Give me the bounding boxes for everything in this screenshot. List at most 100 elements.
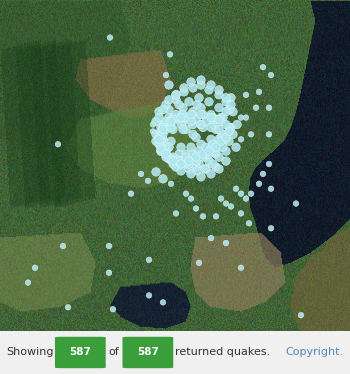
Point (200, 111, 206, 117)
Point (200, 125, 206, 131)
Point (226, 128, 232, 134)
Point (216, 105, 222, 111)
Point (55, 141, 61, 147)
Point (293, 200, 299, 206)
Point (200, 151, 206, 157)
Point (268, 72, 274, 78)
Point (173, 211, 179, 217)
Point (178, 168, 184, 174)
Point (170, 154, 176, 160)
Point (198, 122, 204, 128)
Point (160, 136, 166, 142)
Point (160, 125, 166, 131)
Point (188, 171, 194, 177)
Point (243, 114, 249, 120)
Point (248, 131, 254, 137)
Point (183, 126, 189, 132)
Point (156, 139, 162, 145)
Point (188, 111, 194, 117)
Point (163, 151, 169, 157)
Point (25, 280, 31, 286)
Point (188, 119, 194, 125)
Point (193, 164, 199, 170)
Point (153, 169, 159, 175)
Point (180, 126, 186, 132)
Point (268, 186, 274, 192)
Point (160, 107, 166, 113)
Point (223, 240, 229, 246)
Point (226, 107, 232, 113)
Point (32, 265, 38, 271)
Point (213, 117, 219, 123)
Point (190, 131, 196, 137)
Point (193, 117, 199, 123)
Point (170, 158, 176, 164)
Point (160, 176, 166, 182)
Point (223, 158, 229, 164)
Point (198, 174, 204, 180)
Point (190, 109, 196, 115)
Point (166, 107, 172, 113)
Point (210, 122, 216, 128)
Point (216, 154, 222, 160)
Point (228, 203, 234, 209)
Point (193, 154, 199, 160)
Point (208, 136, 214, 142)
Point (228, 125, 234, 131)
Point (223, 99, 229, 105)
Point (243, 196, 249, 202)
Point (253, 105, 259, 111)
Point (200, 154, 206, 160)
Point (213, 144, 219, 150)
Text: 587: 587 (69, 347, 91, 358)
Point (223, 95, 229, 101)
Point (166, 144, 172, 150)
Point (210, 114, 216, 120)
Point (106, 270, 112, 276)
Point (200, 214, 206, 220)
Point (170, 161, 176, 167)
Text: Copyright.: Copyright. (285, 347, 343, 358)
Point (178, 122, 184, 128)
Point (178, 161, 184, 167)
Point (65, 304, 71, 310)
Point (173, 156, 179, 162)
Point (170, 114, 176, 120)
Point (186, 158, 192, 164)
Point (228, 95, 234, 101)
Point (206, 151, 212, 157)
Point (163, 72, 169, 78)
Point (145, 178, 151, 184)
Point (163, 146, 169, 152)
Point (260, 171, 266, 177)
Point (248, 191, 254, 197)
Point (176, 158, 182, 164)
Point (216, 92, 222, 98)
Point (168, 156, 174, 162)
Point (163, 119, 169, 125)
Point (160, 299, 166, 305)
Point (202, 166, 208, 172)
Point (190, 111, 196, 117)
FancyBboxPatch shape (122, 337, 173, 368)
Text: of: of (108, 347, 119, 358)
Point (160, 122, 166, 128)
Point (186, 158, 192, 164)
Point (163, 148, 169, 154)
Point (156, 136, 162, 142)
Point (176, 151, 182, 157)
Point (168, 122, 174, 128)
Point (183, 161, 189, 167)
Point (230, 109, 236, 115)
Point (208, 125, 214, 131)
Point (170, 117, 176, 123)
Point (194, 168, 200, 174)
Point (198, 122, 204, 128)
Point (183, 151, 189, 157)
Point (156, 134, 162, 140)
Point (198, 111, 204, 117)
Point (168, 125, 174, 131)
Point (173, 164, 179, 170)
Point (260, 64, 266, 70)
Point (223, 148, 229, 154)
